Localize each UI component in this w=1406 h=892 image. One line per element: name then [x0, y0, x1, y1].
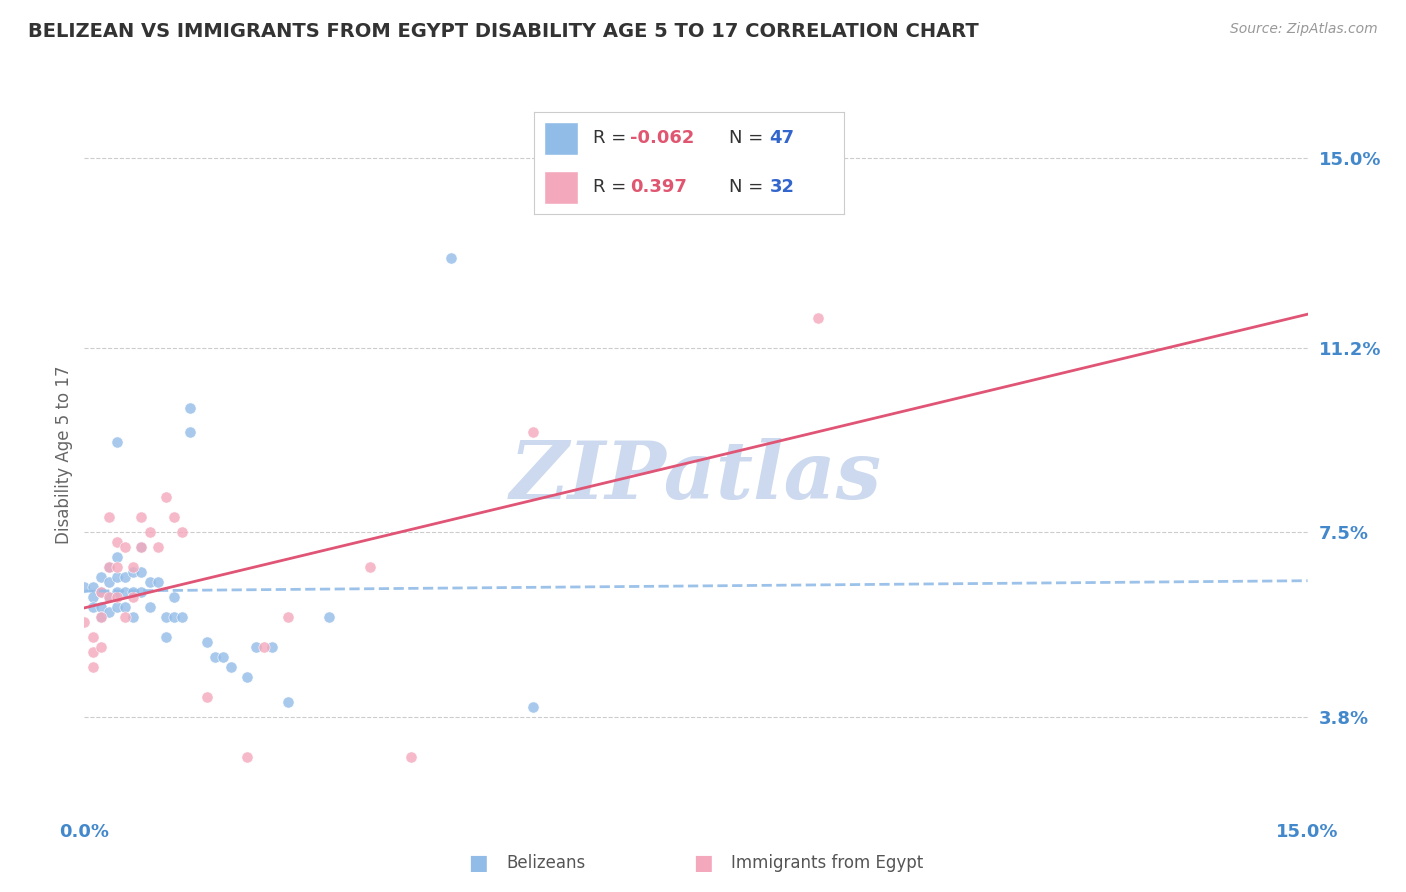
Point — [212, 650, 235, 665]
Point — [97, 560, 120, 574]
Text: ZIPatlas: ZIPatlas — [510, 438, 882, 515]
Point — [219, 660, 242, 674]
Point — [236, 749, 259, 764]
Point — [260, 640, 283, 654]
Point — [105, 585, 128, 599]
Point — [146, 540, 169, 554]
Text: Belizeans: Belizeans — [506, 855, 585, 872]
Text: ■: ■ — [468, 854, 488, 873]
Point — [82, 645, 104, 659]
Point — [114, 585, 136, 599]
Point — [131, 540, 153, 554]
Point — [97, 560, 120, 574]
Point — [522, 425, 544, 440]
Point — [82, 660, 104, 674]
Point — [179, 401, 201, 415]
Point — [90, 640, 112, 654]
Point — [131, 510, 153, 524]
Point — [82, 600, 104, 615]
Point — [155, 610, 177, 624]
Point — [253, 640, 276, 654]
Point — [82, 590, 104, 604]
Point — [138, 600, 160, 615]
Text: N =: N = — [730, 178, 769, 196]
Point — [105, 435, 128, 450]
Point — [195, 690, 218, 704]
Point — [131, 585, 153, 599]
Point — [359, 560, 381, 574]
Point — [163, 510, 186, 524]
Point — [97, 510, 120, 524]
Point — [90, 585, 112, 599]
Text: BELIZEAN VS IMMIGRANTS FROM EGYPT DISABILITY AGE 5 TO 17 CORRELATION CHART: BELIZEAN VS IMMIGRANTS FROM EGYPT DISABI… — [28, 22, 979, 41]
Point — [82, 580, 104, 594]
Point — [90, 610, 112, 624]
Point — [97, 575, 120, 590]
Point — [155, 630, 177, 644]
Point — [82, 630, 104, 644]
Y-axis label: Disability Age 5 to 17: Disability Age 5 to 17 — [55, 366, 73, 544]
Point — [179, 425, 201, 440]
Point — [122, 565, 145, 579]
Point — [522, 700, 544, 714]
Point — [172, 525, 194, 540]
Point — [172, 610, 194, 624]
Point — [90, 570, 112, 584]
Text: N =: N = — [730, 129, 769, 147]
Point — [122, 610, 145, 624]
Text: Immigrants from Egypt: Immigrants from Egypt — [731, 855, 924, 872]
Point — [131, 565, 153, 579]
Point — [807, 310, 830, 325]
Point — [114, 540, 136, 554]
Point — [440, 251, 463, 265]
Bar — [544, 171, 578, 204]
Point — [138, 525, 160, 540]
Text: R =: R = — [593, 178, 633, 196]
Point — [105, 550, 128, 565]
Point — [97, 605, 120, 619]
Point — [105, 560, 128, 574]
Point — [163, 590, 186, 604]
Point — [277, 610, 299, 624]
Point — [105, 590, 128, 604]
Text: 32: 32 — [769, 178, 794, 196]
Point — [318, 610, 340, 624]
Point — [245, 640, 267, 654]
Point — [138, 575, 160, 590]
Point — [122, 560, 145, 574]
Text: ■: ■ — [693, 854, 713, 873]
Text: 47: 47 — [769, 129, 794, 147]
Point — [97, 590, 120, 604]
Point — [97, 590, 120, 604]
Point — [163, 610, 186, 624]
Point — [195, 635, 218, 649]
Point — [122, 590, 145, 604]
Point — [114, 610, 136, 624]
Point — [90, 610, 112, 624]
Point — [277, 695, 299, 709]
Text: R =: R = — [593, 129, 633, 147]
Point — [122, 585, 145, 599]
Point — [114, 600, 136, 615]
Point — [236, 670, 259, 684]
Point — [90, 585, 112, 599]
Text: 0.397: 0.397 — [630, 178, 688, 196]
Point — [73, 615, 96, 629]
Text: Source: ZipAtlas.com: Source: ZipAtlas.com — [1230, 22, 1378, 37]
Text: -0.062: -0.062 — [630, 129, 695, 147]
Point — [105, 570, 128, 584]
Point — [399, 749, 422, 764]
Bar — [544, 122, 578, 154]
Point — [105, 600, 128, 615]
Point — [131, 540, 153, 554]
Point — [73, 580, 96, 594]
Point — [146, 575, 169, 590]
Point — [155, 491, 177, 505]
Point — [105, 535, 128, 549]
Point — [114, 570, 136, 584]
Point — [204, 650, 226, 665]
Point — [90, 600, 112, 615]
